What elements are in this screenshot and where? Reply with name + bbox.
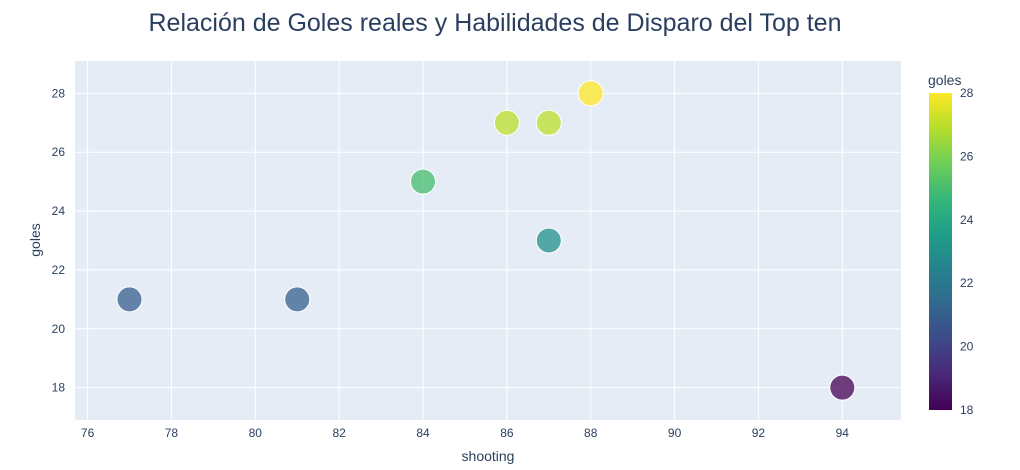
y-tick-label: 24 (52, 204, 66, 218)
colorbar-title: goles (928, 72, 961, 88)
x-tick-label: 80 (249, 426, 263, 440)
x-tick-label: 84 (416, 426, 430, 440)
colorbar (929, 93, 952, 410)
scatter-point (116, 286, 143, 313)
x-tick-label: 82 (332, 426, 346, 440)
y-tick-labels: 18 20 22 24 26 28 (52, 86, 66, 394)
x-tick-label: 90 (668, 426, 682, 440)
scatter-point (410, 168, 437, 195)
colorbar-tick-label: 22 (960, 276, 974, 290)
x-tick-label: 78 (165, 426, 179, 440)
colorbar-tick-label: 20 (960, 340, 974, 354)
y-tick-label: 26 (52, 145, 66, 159)
scatter-point (829, 374, 856, 401)
y-tick-label: 18 (52, 381, 66, 395)
scatter-point (577, 80, 604, 107)
colorbar-tick-label: 18 (960, 403, 974, 417)
y-tick-label: 22 (52, 263, 66, 277)
x-tick-labels: 76 78 80 82 84 86 88 90 92 94 (81, 426, 849, 440)
chart-title: Relación de Goles reales y Habilidades d… (148, 9, 841, 37)
x-tick-label: 92 (752, 426, 766, 440)
x-tick-label: 76 (81, 426, 95, 440)
y-gridlines (75, 92, 901, 389)
colorbar-tick-label: 24 (960, 213, 974, 227)
scatter-point (535, 109, 562, 136)
y-tick-label: 20 (52, 322, 66, 336)
colorbar-tick-label: 28 (960, 86, 974, 100)
x-tick-label: 88 (584, 426, 598, 440)
plot-area (75, 61, 901, 420)
colorbar-tick-labels: 18 20 22 24 26 28 (960, 86, 974, 417)
x-tick-label: 94 (836, 426, 850, 440)
scatter-point (493, 109, 520, 136)
colorbar-tick-label: 26 (960, 149, 974, 163)
scatter-point (284, 286, 311, 313)
y-tick-label: 28 (52, 86, 66, 100)
data-points (116, 80, 856, 401)
scatter-point (535, 227, 562, 254)
x-tick-label: 86 (500, 426, 514, 440)
x-axis-title: shooting (462, 448, 515, 464)
y-axis-title: goles (27, 223, 43, 256)
